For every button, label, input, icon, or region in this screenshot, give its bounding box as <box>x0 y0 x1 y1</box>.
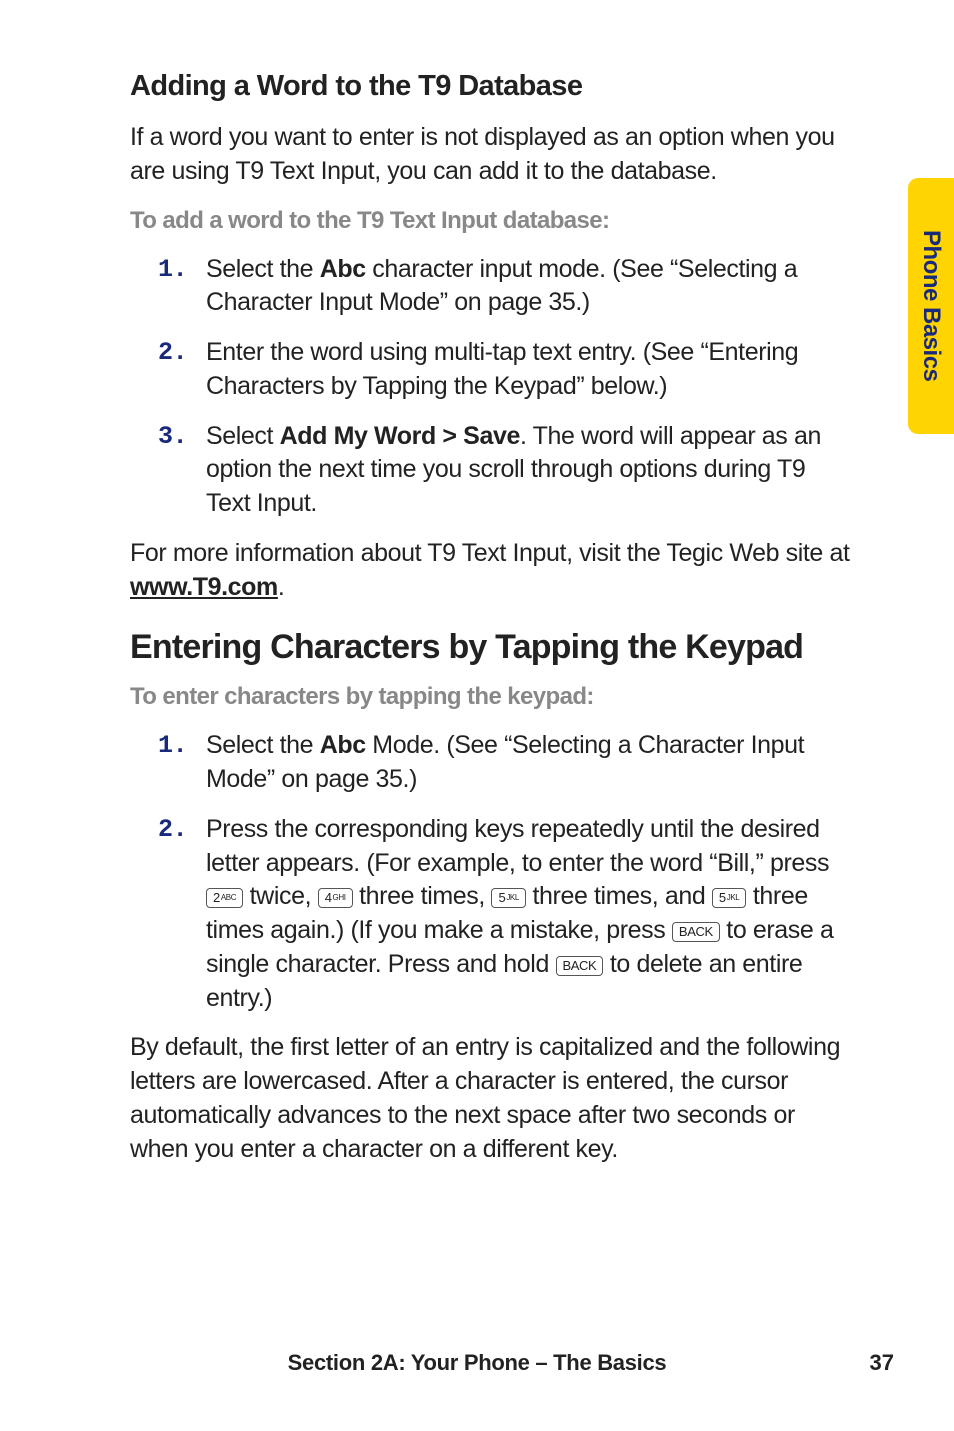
step-number: 1. <box>158 253 187 287</box>
list-item: 1. Select the Abc Mode. (See “Selecting … <box>158 729 850 797</box>
step-number: 1. <box>158 729 187 763</box>
step-text-bold: Abc <box>320 255 366 283</box>
list-item: 3. Select Add My Word > Save. The word w… <box>158 420 850 521</box>
step-number: 2. <box>158 813 187 847</box>
key-5-icon: 5JKL <box>491 888 525 908</box>
step-number: 3. <box>158 420 187 454</box>
section2-steps: 1. Select the Abc Mode. (See “Selecting … <box>158 729 850 1015</box>
section1-outro: For more information about T9 Text Input… <box>130 537 850 605</box>
side-tab: Phone Basics <box>908 178 954 434</box>
step-text-pre: Select the <box>206 731 320 759</box>
step-text: Press the corresponding keys repeatedly … <box>206 815 829 877</box>
list-item: 2. Enter the word using multi-tap text e… <box>158 336 850 404</box>
step-text: three times, <box>359 882 491 910</box>
step-number: 2. <box>158 336 187 370</box>
step-text-pre: Select the <box>206 255 320 283</box>
step-text-pre: Select <box>206 422 280 450</box>
key-back-icon: BACK <box>672 922 720 942</box>
list-item: 1. Select the Abc character input mode. … <box>158 253 850 321</box>
page-content: Adding a Word to the T9 Database If a wo… <box>130 70 850 1184</box>
outro-link: www.T9.com <box>130 573 278 601</box>
step-text-pre: Enter the word using multi-tap text entr… <box>206 338 798 400</box>
key-2-icon: 2ABC <box>206 888 243 908</box>
section2-heading: Entering Characters by Tapping the Keypa… <box>130 628 850 667</box>
outro-pre: For more information about T9 Text Input… <box>130 539 850 567</box>
side-tab-label: Phone Basics <box>917 230 945 381</box>
section1-steps: 1. Select the Abc character input mode. … <box>158 253 850 521</box>
key-5-icon: 5JKL <box>712 888 746 908</box>
step-text: three times, and <box>532 882 711 910</box>
step-text: twice, <box>250 882 318 910</box>
list-item: 2. Press the corresponding keys repeated… <box>158 813 850 1016</box>
key-4-icon: 4GHI <box>318 888 353 908</box>
step-text-bold: Add My Word > Save <box>280 422 520 450</box>
section1-lead: To add a word to the T9 Text Input datab… <box>130 207 850 235</box>
footer-section: Section 2A: Your Phone – The Basics <box>288 1350 667 1375</box>
section1-heading: Adding a Word to the T9 Database <box>130 70 850 103</box>
step-text-bold: Abc <box>320 731 366 759</box>
page-footer: Section 2A: Your Phone – The Basics 37 <box>0 1350 954 1376</box>
section1-intro: If a word you want to enter is not displ… <box>130 121 850 189</box>
outro-post: . <box>278 573 285 601</box>
section2-outro: By default, the first letter of an entry… <box>130 1031 850 1166</box>
footer-page-number: 37 <box>870 1350 894 1376</box>
section2-lead: To enter characters by tapping the keypa… <box>130 683 850 711</box>
key-back-icon: BACK <box>556 956 604 976</box>
